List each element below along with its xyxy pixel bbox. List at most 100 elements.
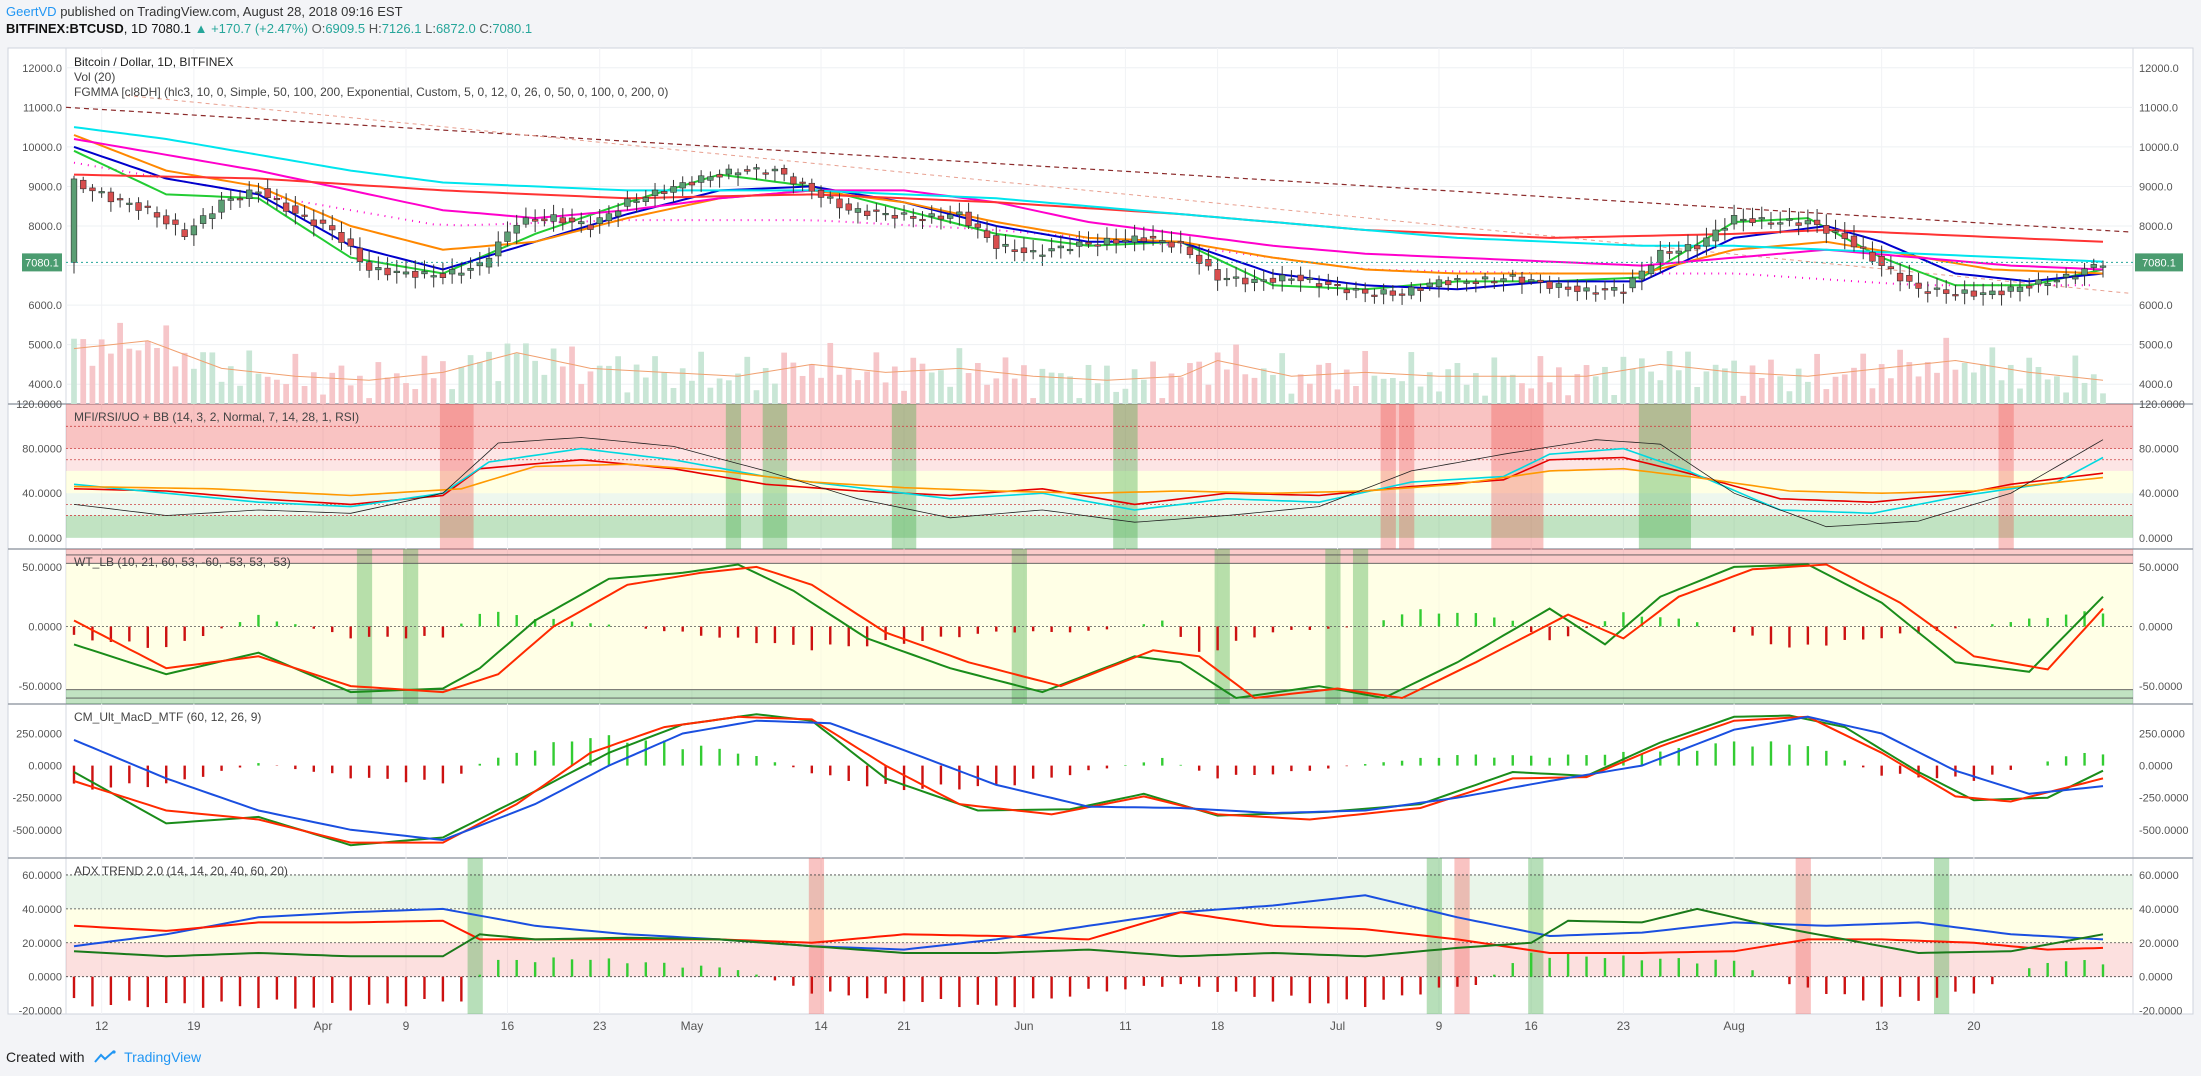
volume-bar [1260,368,1267,404]
candle-body [1113,239,1120,244]
macd-histogram-bar [1013,765,1016,786]
candle [227,190,234,211]
volume-bar [200,352,206,404]
macd-histogram-bar [1197,765,1201,771]
wt-histogram-bar [1068,626,1072,633]
candle-body [218,199,225,213]
candle-body [1694,245,1701,250]
candle-body [1186,246,1194,255]
candle-body [790,176,797,185]
candle [1804,209,1812,233]
candle-body [596,217,603,224]
adx-histogram-bar [1068,976,1072,997]
macd-histogram-bar [1696,750,1699,766]
adx-histogram-bar [275,976,279,1000]
volume-bar [2035,366,2042,404]
candle [273,188,281,210]
volume-bar [1611,395,1618,404]
adx-histogram-bar [1161,976,1164,987]
volume-bar [1353,386,1359,404]
candle [319,209,327,230]
macd-histogram-bar [865,765,869,787]
signal-highlight-green [1113,404,1138,549]
macd-histogram-bar [72,765,76,784]
macd-histogram-bar [1806,746,1810,766]
candle [734,168,742,186]
ytick-left: 80.0000 [22,444,62,456]
resistance-trendline [65,106,2130,233]
wt-histogram-bar [1474,613,1478,627]
candle-body [1500,278,1507,282]
adx-histogram-bar [1271,976,1275,1002]
candle [1841,222,1848,250]
candle [467,257,474,279]
volume-bar [1334,389,1341,404]
macd-histogram-bar [1234,765,1238,775]
candle [1601,280,1609,300]
wt-histogram-bar [257,614,260,627]
candle [651,182,659,207]
volume-bar [1205,384,1212,404]
candle-body [1002,243,1009,247]
adx-histogram-bar [183,976,186,1004]
candle-body [1159,240,1166,243]
volume-bar [246,350,253,404]
candle-body [1730,215,1738,225]
volume-bar [154,348,160,404]
candle-body [873,209,880,212]
chart-canvas[interactable]: 12000.0 12000.0 11000.0 11000.0 10000.0 10000… [0,44,2201,1044]
price-ytick-right: 8000.0 [2139,221,2173,233]
adx-histogram-bar [1935,976,1939,998]
author-link[interactable]: GeertVD [6,4,57,19]
candle [1435,275,1443,298]
candle-body [1611,287,1618,291]
volume-bar [1685,351,1691,404]
wt-histogram-bar [1585,626,1588,629]
volume-bar [486,351,492,404]
candle-body [1232,276,1240,279]
candle-body [1380,289,1387,295]
open-label: O: [311,21,326,36]
signal-highlight-red [1399,404,1415,549]
volume-bar [541,374,548,404]
volume-bar [2100,393,2106,404]
candle-body [1435,279,1443,288]
adx-histogram-bar [367,976,371,1005]
candle-body [1979,292,1987,295]
symbol-name[interactable]: BITFINEX:BTCUSD [6,21,124,36]
candle-body [799,181,806,184]
tradingview-link[interactable]: TradingView [124,1049,202,1065]
adx-histogram-bar [1511,963,1514,977]
volume-bar [1104,365,1110,404]
wt-histogram-bar [1529,626,1533,633]
macd-histogram-bar [607,735,611,766]
candle-body [531,219,539,222]
candle [1288,270,1295,285]
candle-body [1528,279,1535,283]
macd-histogram-bar [1363,764,1367,766]
macd-histogram-bar [699,745,703,766]
adx-histogram-bar [921,976,924,1003]
candle [301,205,308,220]
adx-histogram-bar [349,976,352,1011]
volume-bar [1722,368,1728,404]
ytick-right: 40.0000 [2139,904,2179,916]
candle-body [393,270,400,273]
interval-label[interactable]: 1D [130,21,148,36]
volume-bar [1011,378,1018,404]
volume-bar [1325,363,1332,404]
volume-bar [1030,398,1037,404]
volume-bar [836,374,843,404]
candle [1371,288,1378,304]
low-value: 6872.0 [435,21,476,36]
candle [605,205,613,227]
adx-histogram-bar [1474,976,1478,986]
candle-body [1076,241,1083,247]
volume-bar [191,368,197,404]
ytick-right: 80.0000 [2139,444,2179,456]
candle [1832,219,1839,239]
candle [1417,283,1424,302]
candle-body [375,267,382,271]
volume-bar [1187,363,1193,404]
signal-highlight-red [1998,404,2014,549]
